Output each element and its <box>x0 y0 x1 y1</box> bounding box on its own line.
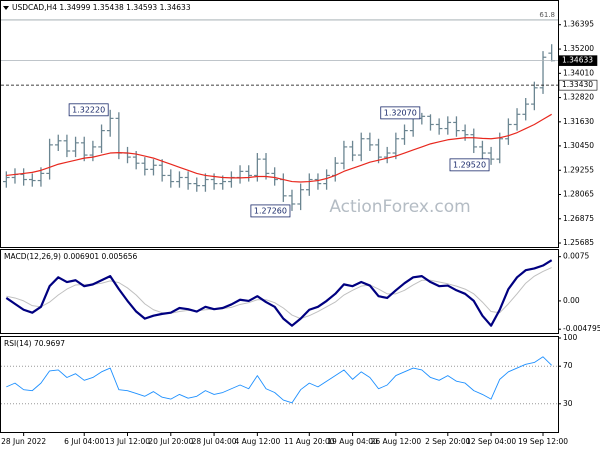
swing-label: 1.32070 <box>384 108 417 117</box>
x-tick-label: 28 Jun 2022 <box>1 437 46 446</box>
x-tick-label: 26 Aug 12:00 <box>371 437 422 446</box>
x-tick-label: 19 Aug 04:00 <box>327 437 378 446</box>
x-tick-label: 28 Jul 04:00 <box>192 437 237 446</box>
macd-title: MACD(12,26,9) <box>4 252 61 261</box>
price-header: USDCAD,H4 1.34999 1.35438 1.34593 1.3463… <box>12 3 191 12</box>
swing-label: 1.29520 <box>453 160 486 169</box>
rsi-title: RSI(14) <box>4 339 32 348</box>
y-tick-label: 1.35200 <box>563 44 594 53</box>
rsi-panel-frame <box>0 336 559 433</box>
y-tick-label: -0.004795 <box>563 324 600 333</box>
y-tick-label: 0.0075 <box>563 252 589 261</box>
moving-average <box>6 113 552 183</box>
price-tag-label: 1.33430 <box>562 80 593 89</box>
x-tick-label: 4 Aug 12:00 <box>234 437 280 446</box>
swing-label: 1.32220 <box>72 105 105 114</box>
y-tick-label: 1.25685 <box>563 238 594 247</box>
y-tick-label: 1.31630 <box>563 117 594 126</box>
rsi-last: 70.9697 <box>34 339 65 348</box>
price-tag-label: 1.34633 <box>562 56 593 65</box>
macd-panel-frame <box>0 249 559 334</box>
fib-label: 61.8 <box>539 11 555 19</box>
header-high: 1.35438 <box>93 3 124 12</box>
y-tick-label: 30 <box>563 399 573 408</box>
macd-last: 0.006901 <box>63 252 99 261</box>
price-tag <box>558 79 598 91</box>
symbol: USDCAD,H4 <box>12 3 57 12</box>
price-tag <box>558 55 598 66</box>
x-tick-label: 11 Aug 20:00 <box>284 437 335 446</box>
x-tick-label: 13 Jul 12:00 <box>105 437 150 446</box>
y-tick-label: 1.26875 <box>563 214 594 223</box>
y-tick-label: 1.34010 <box>563 68 594 77</box>
swing-label-box <box>449 158 490 172</box>
header-close: 1.34633 <box>160 3 191 12</box>
y-tick-label: 100 <box>563 333 578 342</box>
x-tick-label: 20 Jul 20:00 <box>148 437 193 446</box>
x-tick-label: 6 Jul 04:00 <box>64 437 104 446</box>
header-open: 1.34999 <box>59 3 90 12</box>
macd-header: MACD(12,26,9) 0.006901 0.005656 <box>4 252 138 261</box>
swing-label-box <box>68 103 109 117</box>
y-tick-label: 70 <box>563 361 573 370</box>
macd-line <box>5 259 553 327</box>
price-panel-frame <box>0 0 559 248</box>
rsi-line <box>6 356 552 404</box>
header-arrow <box>3 6 9 10</box>
signal-last: 0.005656 <box>102 252 138 261</box>
signal-line <box>6 267 552 320</box>
y-tick-label: 1.36395 <box>563 20 594 29</box>
rsi-header: RSI(14) 70.9697 <box>4 339 65 348</box>
x-tick-label: 2 Sep 20:00 <box>425 437 471 446</box>
swing-label: 1.27260 <box>254 206 287 215</box>
x-tick-label: 19 Sep 12:00 <box>518 437 568 446</box>
y-tick-label: 1.30450 <box>563 141 594 150</box>
x-tick-label: 12 Sep 04:00 <box>466 437 516 446</box>
swing-label-box <box>380 106 421 120</box>
swing-label-box <box>250 204 291 218</box>
watermark: ActionForex.com <box>329 197 470 217</box>
y-tick-label: 1.28065 <box>563 190 594 199</box>
y-tick-label: 1.32820 <box>563 93 594 102</box>
y-tick-label: 0.00 <box>563 296 580 305</box>
header-low: 1.34593 <box>126 3 157 12</box>
y-tick-label: 1.29255 <box>563 165 594 174</box>
